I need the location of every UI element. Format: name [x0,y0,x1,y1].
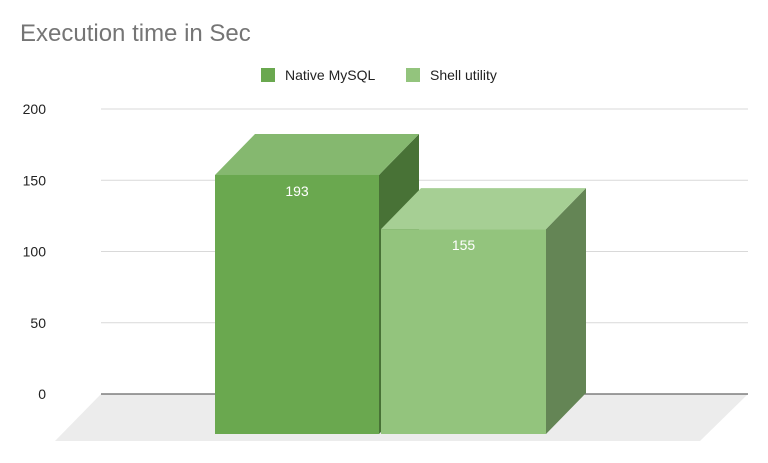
legend-item-native-mysql[interactable]: Native MySQL [261,64,375,86]
y-tick-label-200: 200 [23,101,47,117]
legend-item-shell-utility[interactable]: Shell utility [406,64,497,86]
chart-title: Execution time in Sec [20,20,251,47]
bar-side-shell-utility [546,188,586,434]
legend-label-native-mysql: Native MySQL [285,67,376,83]
bar-top-shell-utility [381,188,586,230]
legend: Native MySQL Shell utility [0,64,768,86]
bar-front-native-mysql [215,174,379,434]
y-tick-label-0: 0 [38,386,46,402]
legend-swatch-shell-utility [406,68,420,82]
legend-label-shell-utility: Shell utility [430,67,497,83]
y-tick-label-100: 100 [23,244,47,260]
y-tick-label-150: 150 [23,172,47,188]
y-tick-label-50: 50 [30,315,46,331]
data-label-native-mysql: 193 [285,183,309,199]
data-label-shell-utility: 155 [452,237,476,253]
legend-swatch-native-mysql [261,68,275,82]
bar-top-native-mysql [215,133,419,175]
bar-front-shell-utility [381,229,546,434]
